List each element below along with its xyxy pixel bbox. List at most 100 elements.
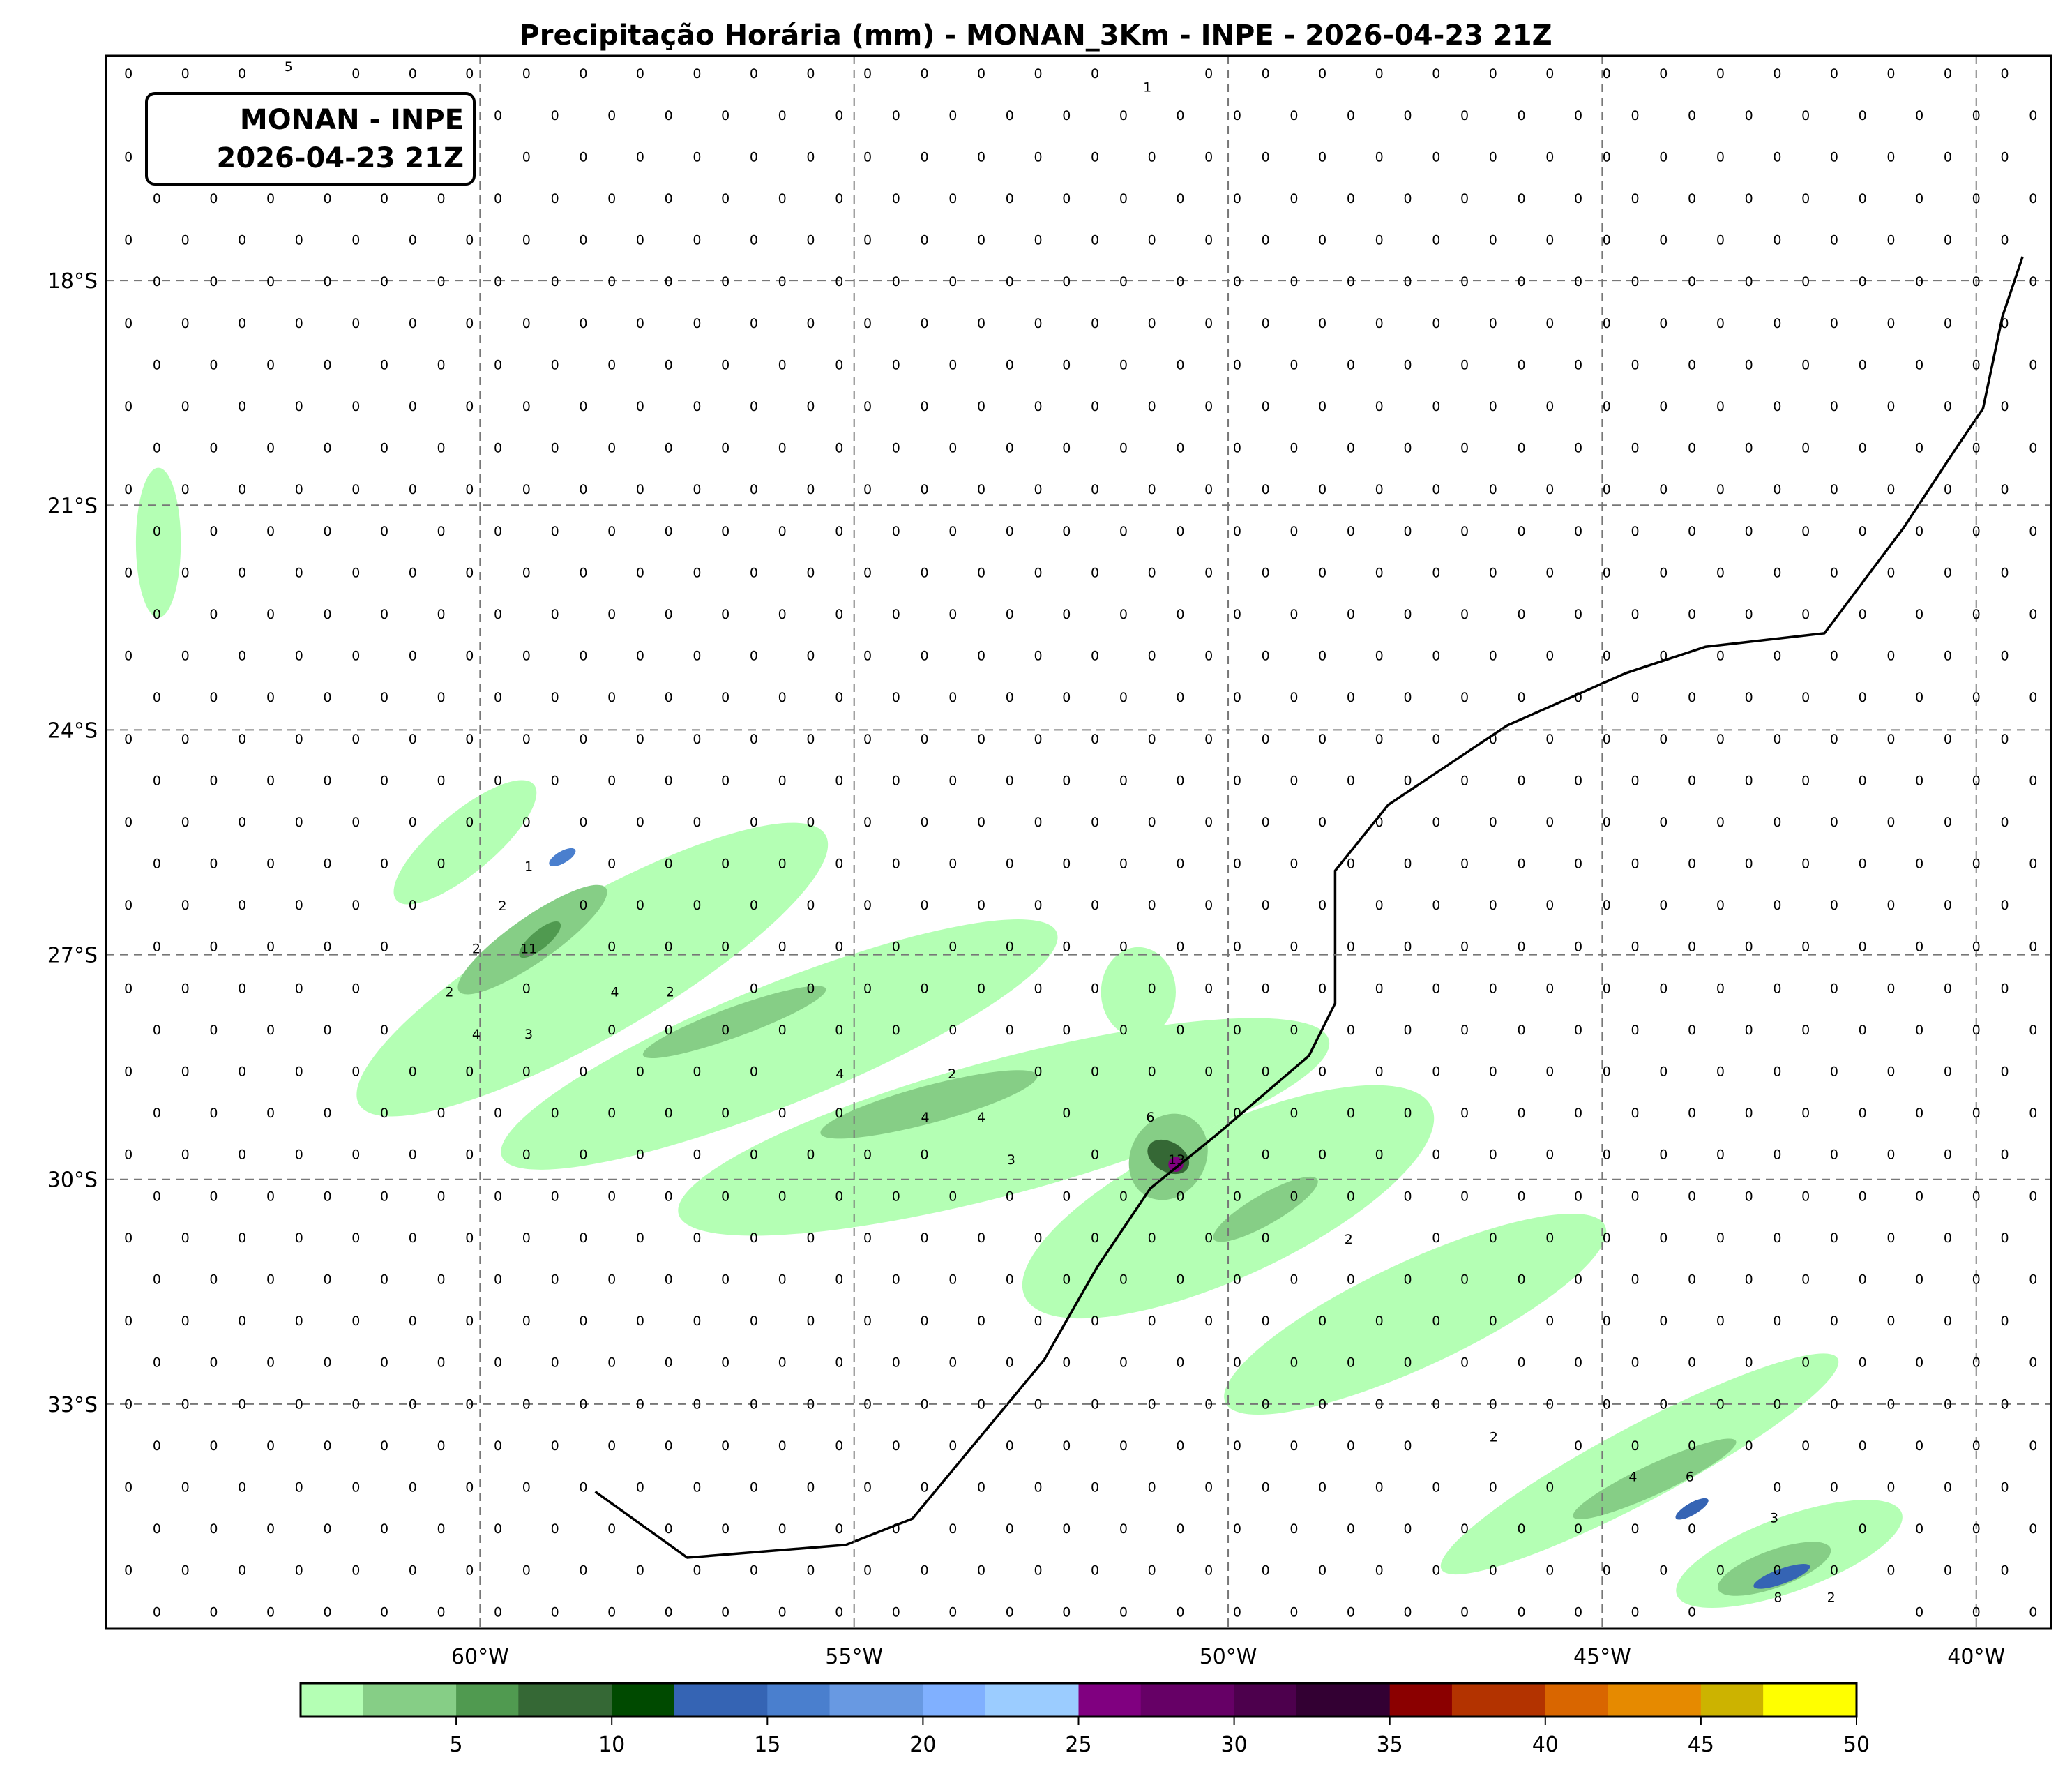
grid-value-label: 0 (1716, 898, 1725, 913)
grid-value-label: 0 (1745, 191, 1753, 206)
grid-value-label: 0 (1204, 1313, 1213, 1329)
grid-value-label: 0 (1545, 1479, 1554, 1495)
grid-value-label: 0 (977, 1313, 985, 1329)
grid-value-label: 0 (1262, 149, 1270, 165)
grid-value-label: 0 (153, 1272, 161, 1288)
grid-value-label: 0 (465, 1313, 474, 1329)
grid-value-label: 0 (209, 274, 218, 289)
grid-value-label: 0 (1347, 1521, 1355, 1537)
grid-value-label: 0 (124, 399, 133, 414)
grid-value-label: 0 (351, 482, 360, 497)
grid-value-label: 0 (1830, 1479, 1838, 1495)
grid-value-label: 0 (1262, 399, 1270, 414)
grid-value-label: 0 (1716, 732, 1725, 747)
grid-value-label: 0 (1859, 1189, 1867, 1204)
grid-value-label: 0 (636, 732, 644, 747)
grid-value-label: 0 (977, 981, 985, 996)
grid-value-label: 0 (806, 815, 815, 830)
grid-value-label: 0 (1944, 1563, 1952, 1579)
grid-value-label: 0 (124, 732, 133, 747)
grid-value-label: 0 (1347, 441, 1355, 456)
grid-value-label: 0 (693, 316, 701, 331)
grid-value-label: 0 (1830, 482, 1838, 497)
grid-value-label: 0 (1944, 815, 1952, 830)
grid-value-label: 0 (2000, 898, 2009, 913)
grid-value-label: 0 (1091, 1230, 1099, 1246)
grid-value-label: 0 (209, 524, 218, 539)
grid-value-label: 0 (693, 233, 701, 248)
grid-value-label: 0 (1062, 1023, 1071, 1038)
grid-value-label: 0 (1517, 690, 1525, 705)
grid-value-label: 0 (1773, 316, 1781, 331)
grid-value-label: 0 (551, 357, 559, 372)
grid-value-label: 0 (948, 274, 957, 289)
grid-value-label: 0 (1204, 1563, 1213, 1579)
grid-value-label: 0 (636, 316, 644, 331)
grid-value-label: 0 (1603, 1147, 1611, 1163)
grid-value-label: 0 (1859, 857, 1867, 872)
grid-value-label: 0 (863, 1313, 872, 1329)
grid-value-label: 0 (750, 981, 758, 996)
grid-value-label: 0 (153, 191, 161, 206)
grid-value-label: 0 (494, 108, 502, 123)
grid-value-label: 0 (1574, 1604, 1582, 1620)
grid-value-label: 0 (607, 1521, 616, 1537)
grid-value-label: 0 (636, 898, 644, 913)
label-box: MONAN - INPE 2026-04-23 21Z (145, 92, 476, 186)
grid-value-label: 0 (1460, 607, 1469, 622)
grid-value-label: 0 (1631, 357, 1640, 372)
grid-value-label: 0 (1006, 1023, 1014, 1038)
grid-value-label: 0 (1318, 732, 1326, 747)
grid-value-label: 0 (1830, 1313, 1838, 1329)
grid-value-label: 0 (920, 815, 928, 830)
colorbar-bin (1234, 1683, 1297, 1717)
grid-value-label: 0 (465, 66, 474, 82)
grid-value-label: 0 (1603, 149, 1611, 165)
grid-value-label: 0 (1432, 898, 1440, 913)
grid-value-label: 0 (1745, 108, 1753, 123)
grid-value-label: 0 (295, 1064, 303, 1080)
grid-value-label: 0 (323, 690, 331, 705)
grid-value-label: 0 (1375, 815, 1384, 830)
grid-value-label: 0 (977, 565, 985, 580)
grid-value-label: 0 (323, 773, 331, 788)
grid-value-label: 0 (522, 1563, 531, 1579)
grid-value-label: 0 (266, 1604, 275, 1620)
grid-value-label: 0 (948, 1023, 957, 1038)
grid-value-label: 0 (1517, 274, 1525, 289)
grid-value-label: 0 (863, 399, 872, 414)
grid-value-label: 0 (1233, 1521, 1241, 1537)
grid-value-label: 0 (351, 1563, 360, 1579)
grid-value-label: 0 (1716, 316, 1725, 331)
grid-value-label: 0 (1091, 565, 1099, 580)
grid-value-label: 0 (266, 524, 275, 539)
grid-value-label: 0 (1915, 274, 1923, 289)
grid-value-label: 0 (522, 981, 531, 996)
grid-value-label: 0 (1204, 1396, 1213, 1412)
lon-tick-label: 60°W (451, 1645, 509, 1669)
grid-value-label: 0 (750, 1064, 758, 1080)
grid-value-label: 0 (1403, 1521, 1412, 1537)
axis-ticks: 60°W 55°W 50°W 45°W 40°W 18°S 21°S 24°S 27°S 30°S… (47, 269, 2005, 1669)
grid-value-label: 0 (1119, 1189, 1128, 1204)
grid-value-label: 0 (1603, 1313, 1611, 1329)
grid-value-label: 0 (948, 940, 957, 955)
grid-value-label: 0 (1944, 149, 1952, 165)
grid-value-label: 2 (472, 941, 481, 956)
grid-value-label: 0 (1403, 690, 1412, 705)
grid-value-label: 0 (409, 1147, 417, 1163)
grid-value-label: 0 (920, 66, 928, 82)
lon-tick-label: 40°W (1947, 1645, 2005, 1669)
grid-value-label: 0 (153, 274, 161, 289)
grid-value-label: 0 (693, 815, 701, 830)
grid-value-label: 0 (1915, 940, 1923, 955)
grid-value-label: 0 (1091, 898, 1099, 913)
grid-value-label: 0 (607, 274, 616, 289)
grid-value-label: 0 (409, 898, 417, 913)
grid-value-label: 0 (1204, 482, 1213, 497)
grid-value-label: 0 (2029, 1272, 2037, 1288)
grid-value-label: 0 (181, 1563, 190, 1579)
grid-value-label: 0 (181, 316, 190, 331)
grid-value-label: 0 (1688, 1023, 1696, 1038)
grid-value-label: 0 (1972, 1106, 1981, 1121)
